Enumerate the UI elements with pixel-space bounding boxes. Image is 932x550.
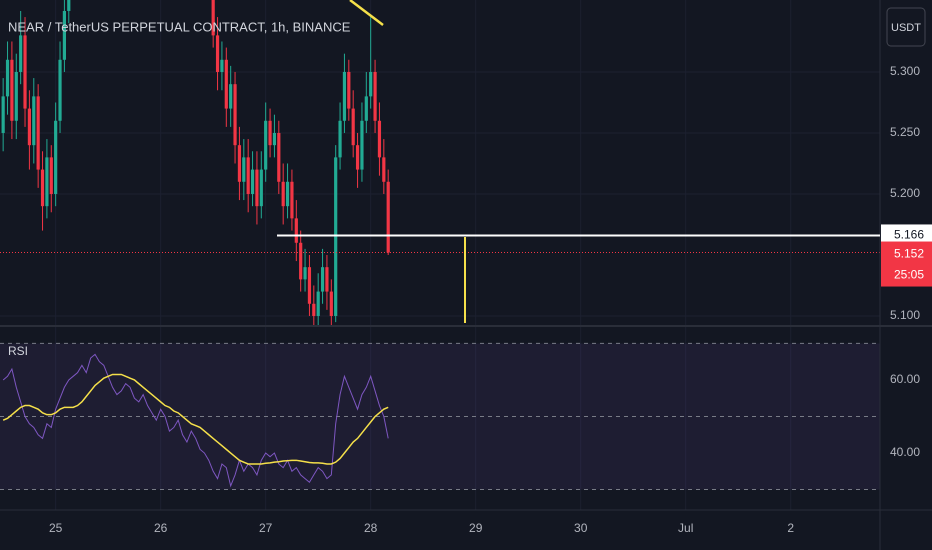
candle-body [369,71,373,97]
x-tick-label: 29 [469,521,483,535]
candle-body [220,59,224,72]
y-tick-label: 5.200 [890,186,920,200]
candle-body [320,267,325,292]
candle-body [62,10,67,60]
candle-body [377,120,382,158]
candle-body [334,157,338,316]
rsi-line [2,353,389,488]
last-price-label: 5.152 [894,247,924,261]
x-tick-label: 2 [787,521,794,535]
candle-body [294,218,298,243]
candle-body [364,96,368,121]
candle-body [250,169,255,194]
candle-body [290,181,294,219]
candle-body [40,169,45,207]
x-tick-label: 27 [259,521,273,535]
candle-body [224,59,228,109]
countdown-label: 25:05 [894,268,924,282]
candle-body [351,108,355,146]
candle-body [27,108,32,146]
rsi-line [2,373,389,465]
rsi-tick-label: 60.00 [890,372,920,386]
candle-body [10,59,14,121]
candle-body [67,0,71,11]
candle-body [373,71,377,121]
candle-body [58,59,62,121]
candle-body [285,181,290,207]
candle-body [233,84,237,146]
grid [0,0,880,510]
x-tick-label: Jul [678,521,693,535]
price-line-label: 5.166 [894,228,924,242]
rsi-tick-label: 40.00 [890,445,920,459]
currency-label[interactable]: USDT [891,22,921,34]
chart-title: NEAR / TetherUS PERPETUAL CONTRACT, 1h, … [8,19,351,34]
x-tick-label: 28 [364,521,378,535]
candle-body [237,145,242,182]
last-price-badge [881,241,932,287]
candle-body [14,71,18,121]
y-tick-label: 5.300 [890,64,920,78]
candle-body [325,267,329,292]
candle-body [329,291,333,316]
candle-body [255,169,259,207]
candle-body [342,71,347,121]
candle-body [299,242,303,280]
candle-body [272,132,277,146]
candle-body [1,96,5,133]
candle-body [338,120,342,158]
candle-body [386,181,390,253]
x-tick-label: 26 [154,521,168,535]
x-tick-label: 30 [574,521,588,535]
candle-body [316,291,320,316]
candle-body [32,96,36,146]
candle-body [268,120,272,146]
candle-body [303,267,307,280]
candle-body [23,35,27,109]
candle-body [36,96,40,170]
candle-body [355,145,360,170]
candle-body [19,35,23,72]
candle-body [45,157,49,207]
candle-body [307,267,312,304]
rsi-title: RSI [8,344,28,358]
candle-body [49,157,53,194]
candle-body [360,120,364,170]
x-tick-label: 25 [49,521,63,535]
rsi-background [0,342,880,491]
rsi-pane [2,353,389,488]
candle-body [246,157,250,194]
candle-body [229,84,233,109]
candle-body [312,303,316,316]
price-line-badge [881,224,932,247]
trend-drawing [349,0,384,26]
candle-body [264,120,268,170]
candle-body [347,71,351,109]
axes: 25 26 27 28 29 30 Jul 2 5.100 5.200 5.250 5.300 40.0… [49,64,920,535]
candle-body [5,59,10,97]
candle-body [277,132,281,182]
candle-body [259,169,263,207]
candle-body [281,181,285,207]
candle-body [382,157,386,182]
candle-body [215,35,220,72]
candle-body [211,0,215,36]
y-tick-label: 5.250 [890,125,920,139]
y-tick-label: 5.100 [890,308,920,322]
candle-body [242,157,246,182]
price-pane [0,0,880,325]
currency-button[interactable] [886,7,926,47]
candle-body [54,120,58,194]
